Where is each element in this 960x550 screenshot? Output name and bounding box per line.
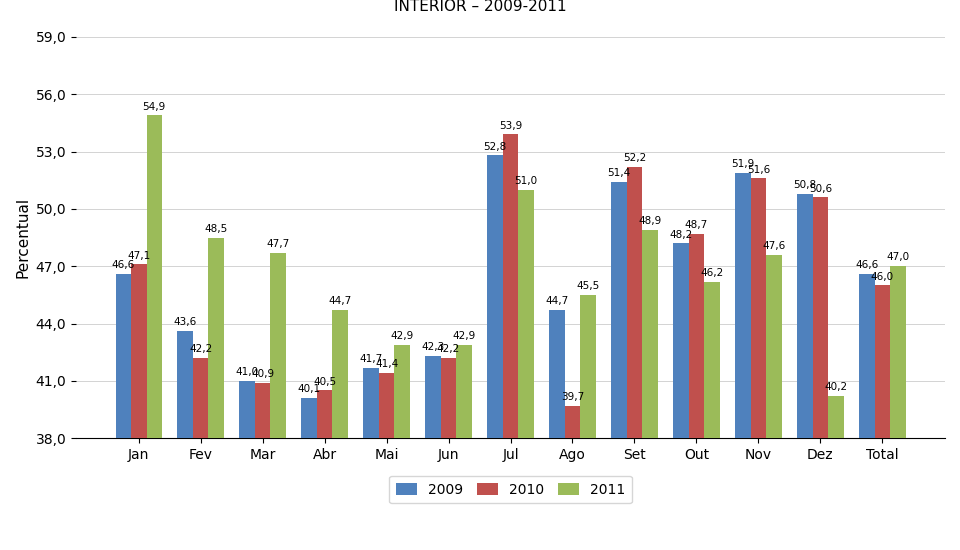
- Bar: [178, 331, 193, 550]
- Bar: [395, 345, 410, 550]
- Text: 41,4: 41,4: [375, 360, 398, 370]
- Text: 40,9: 40,9: [252, 369, 275, 379]
- Bar: [580, 295, 596, 550]
- Text: 46,0: 46,0: [871, 272, 894, 282]
- Text: 48,7: 48,7: [684, 220, 708, 230]
- Bar: [859, 274, 875, 550]
- Bar: [642, 230, 658, 550]
- Y-axis label: Percentual: Percentual: [15, 197, 30, 278]
- Text: 40,1: 40,1: [298, 384, 321, 394]
- Text: 51,9: 51,9: [732, 159, 755, 169]
- Bar: [456, 345, 471, 550]
- Text: 39,7: 39,7: [561, 392, 584, 402]
- Bar: [875, 285, 890, 550]
- Bar: [301, 398, 317, 550]
- Text: 48,5: 48,5: [204, 224, 228, 234]
- Bar: [704, 282, 720, 550]
- Bar: [379, 373, 395, 550]
- Bar: [425, 356, 441, 550]
- Text: 53,9: 53,9: [499, 120, 522, 130]
- Text: 47,0: 47,0: [886, 252, 909, 262]
- Text: 42,9: 42,9: [452, 331, 475, 341]
- Bar: [131, 265, 147, 550]
- Text: 51,4: 51,4: [608, 168, 631, 178]
- Text: 40,5: 40,5: [313, 377, 336, 387]
- Bar: [518, 190, 534, 550]
- Text: 52,2: 52,2: [623, 153, 646, 163]
- Bar: [890, 266, 905, 550]
- Text: 48,2: 48,2: [669, 229, 692, 239]
- Text: 50,6: 50,6: [808, 184, 832, 194]
- Bar: [147, 116, 162, 550]
- Text: 46,2: 46,2: [700, 268, 724, 278]
- Bar: [735, 173, 751, 550]
- Text: 52,8: 52,8: [484, 142, 507, 152]
- Text: 47,6: 47,6: [762, 241, 785, 251]
- Bar: [255, 383, 271, 550]
- Bar: [828, 396, 844, 550]
- Text: 42,2: 42,2: [437, 344, 460, 354]
- Text: 42,3: 42,3: [421, 342, 444, 352]
- Text: 41,7: 41,7: [359, 354, 383, 364]
- Text: INTERIOR – 2009-2011: INTERIOR – 2009-2011: [394, 0, 566, 14]
- Bar: [208, 238, 224, 550]
- Bar: [564, 406, 580, 550]
- Text: 40,2: 40,2: [825, 382, 848, 392]
- Bar: [766, 255, 781, 550]
- Bar: [317, 390, 332, 550]
- Bar: [271, 253, 286, 550]
- Text: 51,6: 51,6: [747, 164, 770, 174]
- Bar: [812, 197, 828, 550]
- Text: 45,5: 45,5: [576, 281, 600, 291]
- Bar: [503, 134, 518, 550]
- Text: 44,7: 44,7: [545, 296, 568, 306]
- Bar: [797, 194, 812, 550]
- Bar: [193, 358, 208, 550]
- Text: 47,1: 47,1: [127, 251, 151, 261]
- Bar: [364, 367, 379, 550]
- Bar: [239, 381, 255, 550]
- Text: 47,7: 47,7: [267, 239, 290, 249]
- Bar: [441, 358, 456, 550]
- Text: 43,6: 43,6: [174, 317, 197, 327]
- Bar: [332, 310, 348, 550]
- Bar: [488, 156, 503, 550]
- Text: 42,9: 42,9: [391, 331, 414, 341]
- Legend: 2009, 2010, 2011: 2009, 2010, 2011: [389, 476, 632, 503]
- Bar: [612, 182, 627, 550]
- Text: 46,6: 46,6: [855, 260, 878, 270]
- Bar: [627, 167, 642, 550]
- Bar: [549, 310, 564, 550]
- Bar: [688, 234, 704, 550]
- Text: 48,9: 48,9: [638, 216, 661, 226]
- Text: 44,7: 44,7: [328, 296, 351, 306]
- Text: 41,0: 41,0: [235, 367, 259, 377]
- Text: 50,8: 50,8: [793, 180, 816, 190]
- Bar: [115, 274, 131, 550]
- Bar: [673, 243, 688, 550]
- Text: 54,9: 54,9: [143, 102, 166, 112]
- Text: 46,6: 46,6: [111, 260, 135, 270]
- Text: 42,2: 42,2: [189, 344, 212, 354]
- Text: 51,0: 51,0: [515, 176, 538, 186]
- Bar: [751, 178, 766, 550]
